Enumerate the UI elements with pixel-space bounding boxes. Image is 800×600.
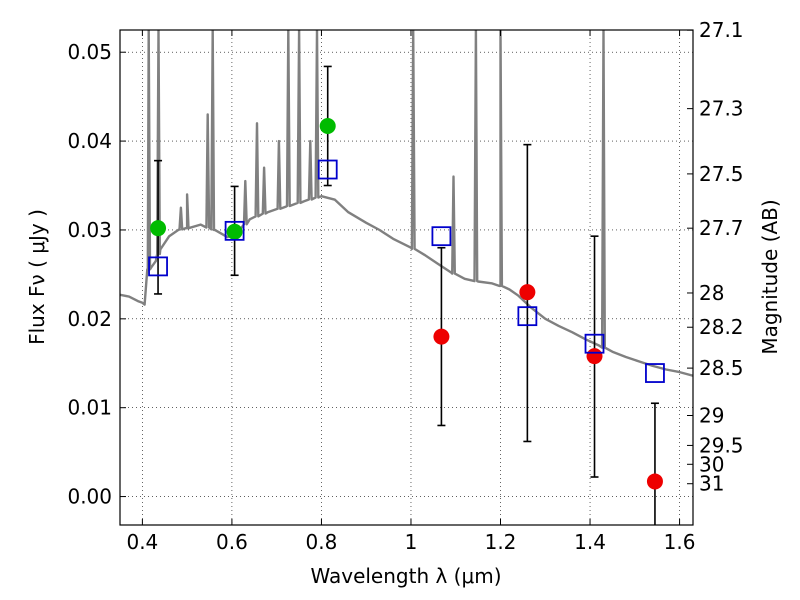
mag-tick-label: 28.5 bbox=[699, 356, 744, 380]
model-point-square bbox=[584, 333, 605, 354]
mag-tick-label: 29.5 bbox=[699, 433, 744, 457]
y-tick-label: 0.03 bbox=[67, 218, 112, 242]
plot-frame bbox=[119, 29, 694, 526]
data-point-circle bbox=[319, 117, 336, 134]
x-tick-label: 1 bbox=[405, 530, 418, 554]
mag-tick-label: 30 bbox=[699, 452, 724, 476]
y-tick-label: 0.02 bbox=[67, 307, 112, 331]
data-point-circle bbox=[519, 284, 536, 301]
data-point-circle bbox=[433, 328, 450, 345]
mag-tick-label: 29 bbox=[699, 404, 724, 428]
axis-ticks: 0.4 0.6 0.8 1 1.2 1.4 1.6 0.00 0.01 0.02 0.03 0.04 0… bbox=[67, 18, 743, 554]
grid bbox=[120, 30, 693, 525]
model-point-square bbox=[317, 159, 338, 180]
spectrum-layer bbox=[120, 30, 693, 377]
model-point-square bbox=[224, 220, 245, 241]
x-axis-label: Wavelength λ (μm) bbox=[310, 564, 501, 588]
y-tick-label: 0.04 bbox=[67, 129, 112, 153]
data-point-circle bbox=[226, 223, 243, 240]
mag-tick-label: 27.3 bbox=[699, 97, 744, 121]
plot-area bbox=[120, 30, 693, 525]
y-tick-label: 0.01 bbox=[67, 396, 112, 420]
mag-tick-label: 31 bbox=[699, 472, 724, 496]
mag-tick-label: 28.2 bbox=[699, 315, 744, 339]
data-point-circle bbox=[150, 220, 167, 237]
mag-tick-label: 27.1 bbox=[699, 18, 744, 42]
x-tick-label: 1.6 bbox=[664, 530, 696, 554]
model-point-square bbox=[517, 306, 538, 327]
x-tick-label: 0.6 bbox=[216, 530, 248, 554]
y-tick-label: 0.05 bbox=[67, 40, 112, 64]
model-point-square bbox=[645, 363, 665, 383]
x-tick-label: 1.2 bbox=[485, 530, 517, 554]
x-tick-label: 0.8 bbox=[306, 530, 338, 554]
marker-layer bbox=[148, 117, 665, 490]
data-point-circle bbox=[646, 473, 663, 490]
spectrum-line bbox=[120, 30, 693, 377]
mag-tick-label: 28 bbox=[699, 281, 724, 305]
model-point-square bbox=[148, 256, 168, 277]
y-axis-label: Flux Fν ( μJy ) bbox=[25, 209, 49, 345]
x-tick-label: 1.4 bbox=[574, 530, 606, 554]
data-point-circle bbox=[586, 348, 603, 365]
model-point-square bbox=[431, 226, 452, 247]
y-tick-label: 0.00 bbox=[67, 485, 112, 509]
mag-tick-label: 27.7 bbox=[699, 216, 744, 240]
y2-axis-label: Magnitude (AB) bbox=[758, 199, 782, 354]
mag-tick-label: 27.5 bbox=[699, 162, 744, 186]
x-tick-label: 0.4 bbox=[126, 530, 158, 554]
